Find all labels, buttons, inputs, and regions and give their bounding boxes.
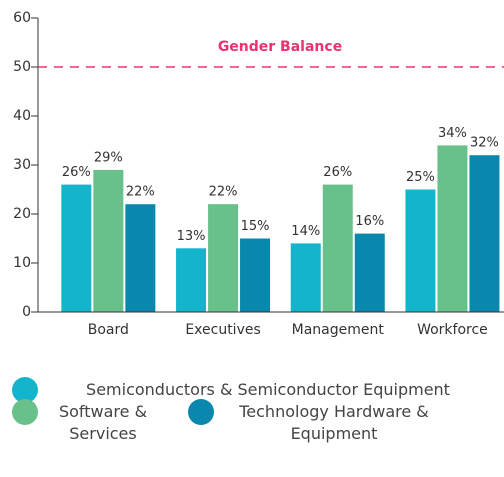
legend-label: Technology Hardware & Equipment (239, 402, 429, 443)
legend-swatch (188, 399, 214, 425)
bar (290, 243, 321, 312)
data-label: 29% (94, 150, 123, 165)
bar (176, 248, 207, 312)
legend-item: Software & Services (12, 399, 158, 445)
x-tick-label: Management (292, 322, 385, 338)
data-label: 26% (323, 165, 352, 180)
data-label: 14% (291, 224, 320, 239)
annotation-text: Gender Balance (218, 39, 342, 55)
data-label: 34% (438, 126, 467, 141)
data-label: 26% (62, 165, 91, 180)
y-tick-label: 0 (22, 304, 31, 320)
y-tick-label: 40 (13, 108, 31, 124)
x-tick-label: Executives (185, 322, 260, 338)
chart: 0102030405060Board26%29%22%Executives13%… (13, 10, 504, 338)
y-tick-label: 20 (13, 206, 31, 222)
x-tick-label: Board (88, 322, 129, 338)
x-tick-label: Workforce (417, 322, 488, 338)
bar (61, 184, 92, 312)
legend: Semiconductors & Semiconductor Equipment… (0, 345, 504, 477)
legend-swatch (12, 377, 38, 403)
y-tick-label: 60 (13, 10, 31, 26)
data-label: 32% (470, 136, 499, 151)
legend-item: Technology Hardware & Equipment (188, 399, 444, 445)
data-label: 13% (177, 229, 206, 244)
bar (354, 233, 385, 312)
data-label: 16% (355, 214, 384, 229)
y-tick-label: 30 (13, 157, 31, 173)
legend-swatch (12, 399, 38, 425)
bar (125, 204, 156, 312)
legend-item: Semiconductors & Semiconductor Equipment (12, 377, 488, 403)
bar (437, 145, 468, 312)
bar (405, 189, 436, 312)
y-tick-label: 50 (13, 59, 31, 75)
bar (208, 204, 239, 312)
bar (322, 184, 353, 312)
legend-label: Semiconductors & Semiconductor Equipment (86, 380, 450, 399)
y-tick-label: 10 (13, 255, 31, 271)
legend-label: Software & Services (58, 402, 148, 443)
bar (469, 155, 500, 312)
data-label: 22% (126, 185, 155, 200)
data-label: 15% (241, 219, 270, 234)
bar (240, 238, 271, 312)
data-label: 25% (406, 170, 435, 185)
data-label: 22% (209, 185, 238, 200)
bar (93, 169, 124, 312)
